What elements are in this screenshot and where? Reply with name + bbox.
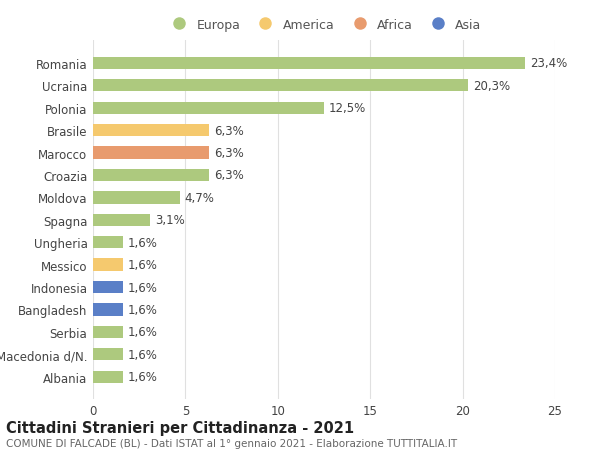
Text: 12,5%: 12,5%: [329, 102, 366, 115]
Text: 1,6%: 1,6%: [127, 303, 157, 316]
Text: 3,1%: 3,1%: [155, 214, 185, 227]
Text: COMUNE DI FALCADE (BL) - Dati ISTAT al 1° gennaio 2021 - Elaborazione TUTTITALIA: COMUNE DI FALCADE (BL) - Dati ISTAT al 1…: [6, 438, 457, 448]
Bar: [93, 304, 122, 316]
Bar: [93, 80, 468, 92]
Bar: [93, 259, 122, 271]
Text: 6,3%: 6,3%: [214, 169, 244, 182]
Text: 4,7%: 4,7%: [184, 191, 214, 204]
Bar: [93, 371, 122, 383]
Text: 1,6%: 1,6%: [127, 236, 157, 249]
Bar: [93, 147, 209, 159]
Bar: [93, 102, 324, 115]
Text: 1,6%: 1,6%: [127, 326, 157, 339]
Text: 20,3%: 20,3%: [473, 79, 510, 93]
Bar: [93, 57, 526, 70]
Bar: [93, 348, 122, 361]
Bar: [93, 214, 150, 226]
Bar: [93, 125, 209, 137]
Text: 1,6%: 1,6%: [127, 370, 157, 383]
Bar: [93, 281, 122, 294]
Text: Cittadini Stranieri per Cittadinanza - 2021: Cittadini Stranieri per Cittadinanza - 2…: [6, 420, 354, 435]
Text: 1,6%: 1,6%: [127, 258, 157, 272]
Legend: Europa, America, Africa, Asia: Europa, America, Africa, Asia: [166, 18, 482, 32]
Text: 6,3%: 6,3%: [214, 147, 244, 160]
Bar: [93, 326, 122, 338]
Text: 1,6%: 1,6%: [127, 281, 157, 294]
Bar: [93, 169, 209, 182]
Bar: [93, 236, 122, 249]
Text: 23,4%: 23,4%: [530, 57, 568, 70]
Bar: [93, 192, 180, 204]
Text: 6,3%: 6,3%: [214, 124, 244, 137]
Text: 1,6%: 1,6%: [127, 348, 157, 361]
